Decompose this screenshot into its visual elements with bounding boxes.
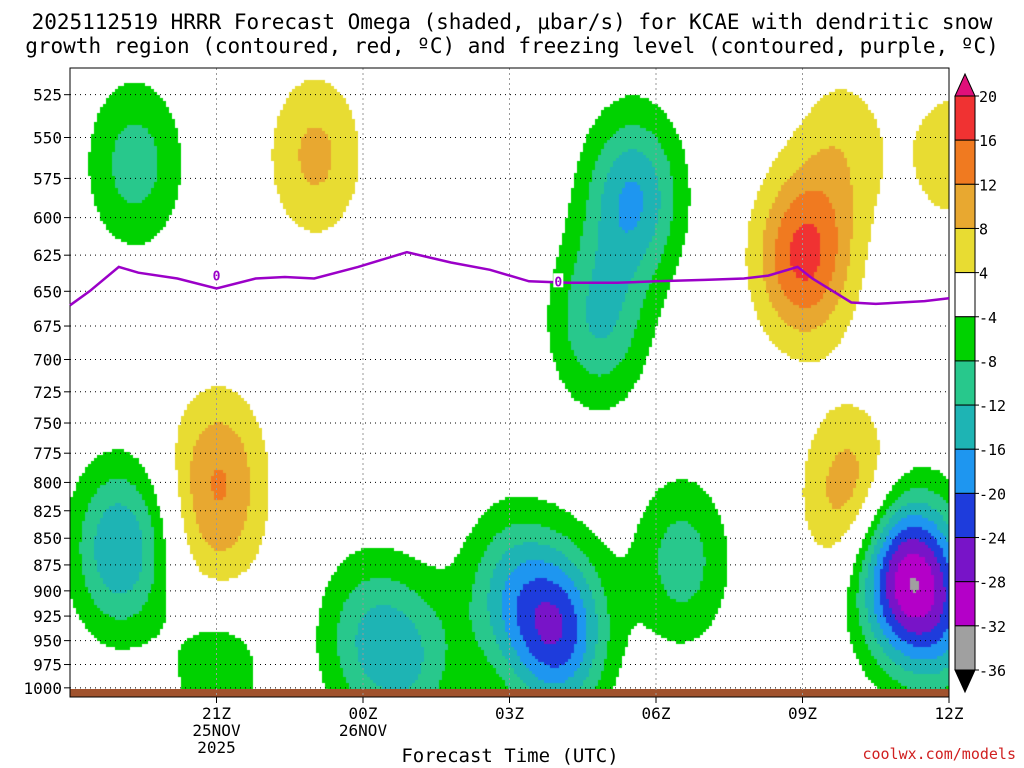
x-tick-label: 25NOV [192, 721, 241, 740]
x-tick-label: 2025 [197, 738, 236, 757]
y-tick-label: 525 [33, 86, 62, 105]
colorbar-bin [954, 581, 976, 627]
y-tick-label: 875 [33, 556, 62, 575]
freezing-level-line [69, 250, 950, 307]
y-tick-label: 1000 [23, 679, 62, 698]
y-tick-label: 850 [33, 529, 62, 548]
colorbar-top-arrow [954, 72, 976, 97]
y-tick-label: 675 [33, 317, 62, 336]
y-tick-label: 600 [33, 209, 62, 228]
colorbar-label: -4 [979, 309, 997, 327]
y-tick-label: 625 [33, 246, 62, 265]
colorbar-bin [954, 360, 976, 406]
colorbar-bin [954, 139, 976, 185]
freezing-level-label-bg [211, 267, 222, 282]
x-tick-label: 26NOV [339, 721, 388, 740]
colorbar-label: -20 [979, 485, 1006, 503]
colorbar-label: -24 [979, 530, 1006, 548]
y-tick-label: 900 [33, 582, 62, 601]
y-tick-label: 775 [33, 444, 62, 463]
freezing-level-label: 0 [213, 270, 221, 285]
colorbar-bin [954, 316, 976, 362]
colorbar-bottom-arrow [954, 669, 976, 694]
y-tick-label: 825 [33, 502, 62, 521]
colorbar-label: -28 [979, 574, 1006, 592]
chart-title-line-2: growth region (contoured, red, ºC) and f… [25, 34, 999, 58]
colorbar-label: 20 [979, 88, 997, 106]
colorbar-bin [954, 492, 976, 539]
colorbar-label: -36 [979, 662, 1006, 680]
credit-text: coolwx.com/models [862, 745, 1016, 763]
y-tick-label: 975 [33, 656, 62, 675]
colorbar-label: -12 [979, 397, 1006, 415]
x-axis-label: Forecast Time (UTC) [401, 745, 619, 767]
y-tick-label: 725 [33, 383, 62, 402]
freezing-level-label: 0 [554, 275, 562, 290]
colorbar-label: -8 [979, 353, 997, 371]
colorbar-label: -16 [979, 441, 1006, 459]
colorbar-label: 8 [979, 220, 988, 238]
colorbar-label: 12 [979, 176, 997, 194]
x-tick-label: 00Z [349, 704, 378, 723]
colorbar-bin [954, 272, 976, 318]
colorbar-label: -32 [979, 618, 1006, 636]
colorbar-label: 4 [979, 265, 988, 283]
plot-frame [69, 67, 950, 698]
x-tick-label: 06Z [642, 704, 671, 723]
y-tick-label: 925 [33, 607, 62, 626]
omega-shaded-field [70, 68, 949, 697]
y-tick-label: 700 [33, 351, 62, 370]
y-tick-label: 550 [33, 129, 62, 148]
colorbar-bin [954, 227, 976, 274]
y-tick-label: 950 [33, 632, 62, 651]
y-tick-label: 750 [33, 414, 62, 433]
colorbar-label: 16 [979, 132, 997, 150]
colorbar-bin [954, 183, 976, 229]
colorbar-bin [954, 95, 976, 141]
x-tick-label: 09Z [788, 704, 817, 723]
chart-title-line-1: 2025112519 HRRR Forecast Omega (shaded, … [31, 10, 993, 34]
colorbar-bin [954, 625, 976, 671]
colorbar-bin [954, 537, 976, 583]
y-tick-label: 650 [33, 282, 62, 301]
x-tick-label: 12Z [935, 704, 964, 723]
x-tick-label: 03Z [495, 704, 524, 723]
freezing-level-label-bg [553, 273, 564, 288]
y-tick-label: 800 [33, 473, 62, 492]
y-tick-label: 575 [33, 169, 62, 188]
x-tick-label: 21Z [202, 704, 231, 723]
colorbar-bin [954, 404, 976, 450]
colorbar-bin [954, 448, 976, 494]
